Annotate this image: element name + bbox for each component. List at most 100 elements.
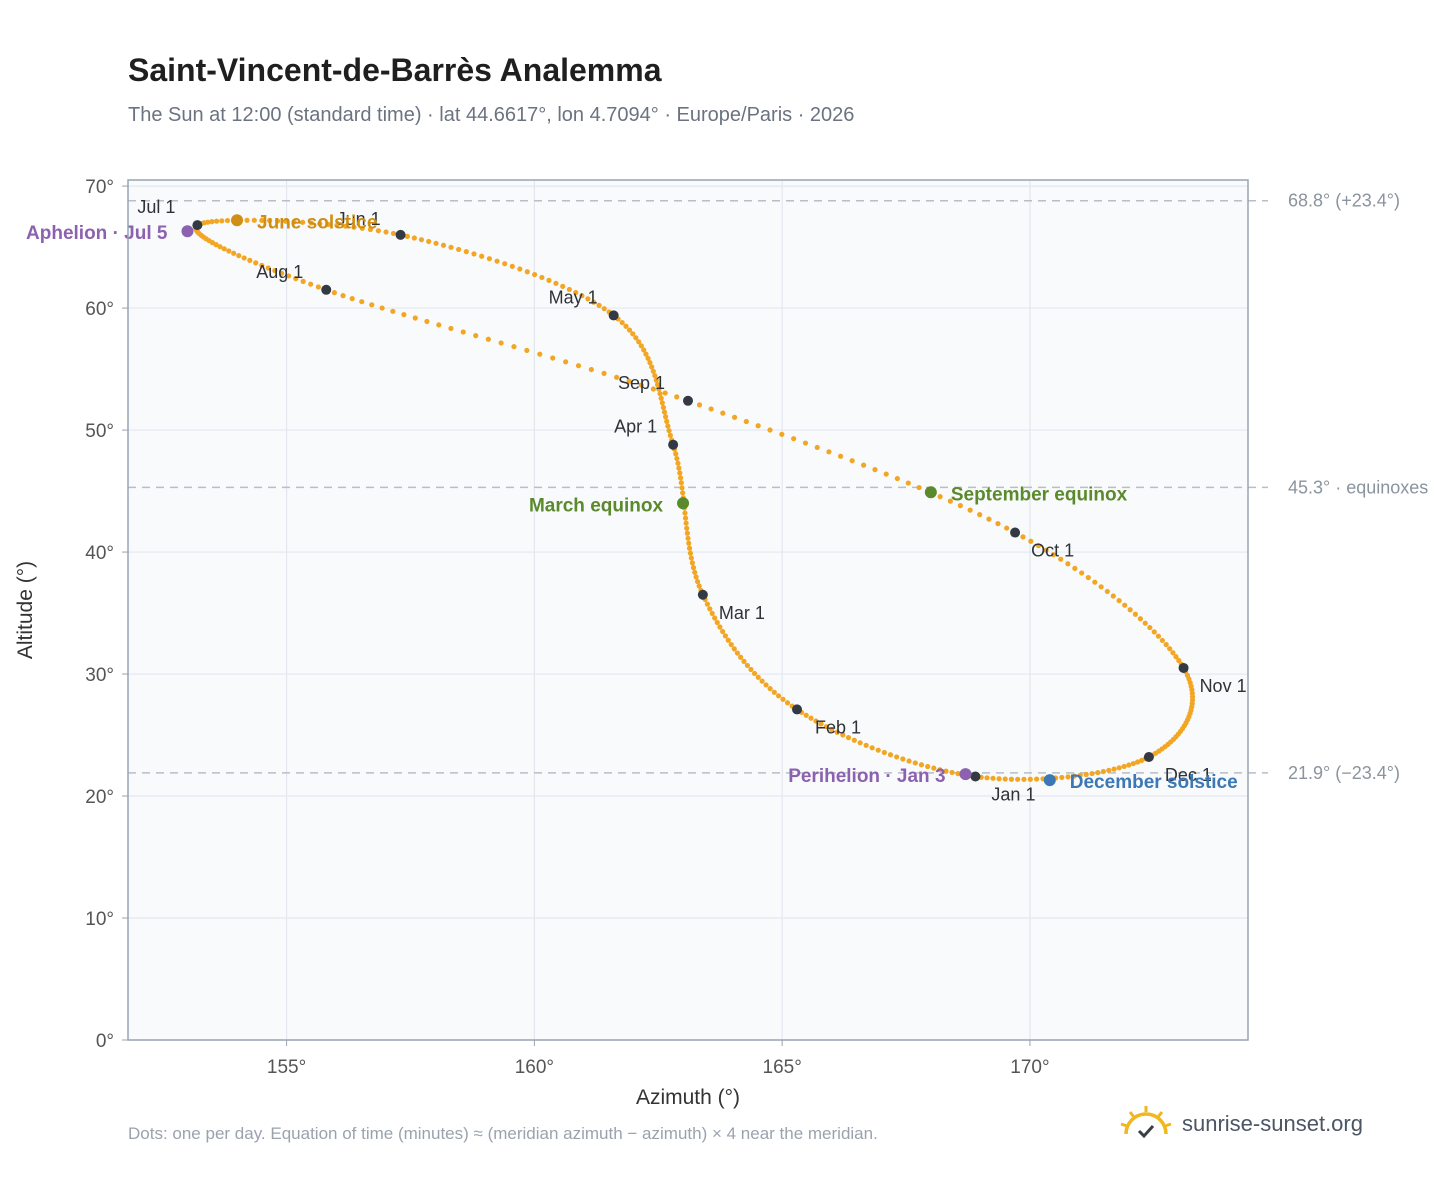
- event-label: June solstice: [257, 212, 377, 233]
- daily-sun-dot: [967, 507, 973, 513]
- daily-sun-dot: [684, 525, 690, 531]
- daily-sun-dot: [342, 223, 349, 229]
- daily-sun-dot: [652, 373, 658, 379]
- daily-sun-dot: [1077, 772, 1083, 778]
- event-markers: March equinox June solstice September equi…: [26, 212, 1238, 793]
- daily-sun-dot: [712, 615, 718, 621]
- daily-sun-dot: [325, 221, 332, 228]
- daily-sun-dot: [224, 217, 231, 224]
- daily-sun-dot: [636, 339, 642, 345]
- daily-sun-dot: [573, 289, 579, 296]
- y-tick-label: 70°: [85, 177, 114, 198]
- daily-sun-dot: [683, 520, 689, 526]
- event-label: Perihelion · Jan 3: [788, 766, 945, 787]
- daily-sun-dot: [214, 218, 220, 224]
- daily-sun-dot: [1122, 602, 1128, 608]
- daily-sun-dot: [918, 762, 925, 768]
- month-markers: Jan 1 Feb 1 Mar 1 Apr 1 May 1 Jun 1 Jul 1 Aug 1…: [137, 197, 1246, 804]
- daily-sun-dot: [236, 252, 242, 259]
- daily-sun-dot: [771, 689, 777, 695]
- daily-sun-dot: [486, 256, 492, 262]
- daily-sun-dot: [881, 749, 887, 756]
- daily-sun-dot: [456, 246, 462, 253]
- daily-sun-dot: [300, 278, 306, 284]
- daily-sun-dot: [957, 503, 963, 509]
- daily-sun-dot: [524, 347, 530, 354]
- daily-sun-dot: [685, 535, 691, 541]
- daily-sun-dot: [241, 255, 247, 261]
- daily-sun-dot: [1116, 598, 1122, 604]
- daily-sun-dot: [1092, 579, 1098, 585]
- month-label: Sep 1: [618, 373, 665, 393]
- daily-sun-dot: [1021, 776, 1027, 782]
- daily-sun-dot: [687, 550, 694, 556]
- daily-sun-dot: [244, 217, 250, 223]
- daily-sun-dot: [916, 484, 922, 491]
- daily-sun-dot: [626, 378, 632, 384]
- daily-sun-dot: [649, 364, 655, 370]
- daily-sun-dot: [1127, 607, 1133, 613]
- daily-sun-dot: [767, 427, 773, 433]
- daily-sun-dot: [645, 355, 651, 361]
- daily-sun-dot: [759, 678, 765, 684]
- daily-sun-dot: [614, 374, 620, 380]
- daily-sun-dot: [601, 370, 607, 377]
- daily-sun-dot: [937, 767, 943, 773]
- daily-sun-dot: [696, 402, 703, 408]
- daily-sun-dot: [1167, 646, 1173, 652]
- daily-sun-dot: [502, 261, 508, 267]
- daily-sun-dot: [367, 226, 374, 233]
- daily-sun-dot: [448, 325, 454, 332]
- daily-sun-dot: [1116, 765, 1122, 771]
- month-marker: [192, 220, 203, 231]
- daily-sun-dot: [585, 296, 591, 302]
- daily-sun-dot: [369, 302, 375, 308]
- event-marker: [924, 486, 937, 499]
- chart-title: Saint-Vincent-de-Barrès Analemma: [128, 52, 662, 88]
- daily-sun-dot: [802, 440, 809, 446]
- daily-sun-dot: [728, 641, 734, 648]
- daily-sun-dot: [1173, 654, 1179, 660]
- daily-sun-dot: [808, 715, 814, 721]
- daily-sun-dot: [247, 257, 253, 264]
- daily-sun-dot: [656, 386, 662, 392]
- y-tick-label: 40°: [85, 543, 114, 564]
- daily-sun-dot: [563, 359, 569, 365]
- daily-sun-dot: [707, 606, 713, 612]
- daily-sun-dot: [660, 404, 667, 411]
- daily-sun-dot: [1035, 543, 1042, 549]
- daily-sun-dot: [1159, 637, 1166, 644]
- daily-sun-dot: [677, 470, 683, 476]
- daily-sun-dot: [872, 467, 878, 473]
- x-tick-label: 160°: [515, 1057, 554, 1078]
- daily-sun-dot: [731, 646, 737, 652]
- daily-sun-dot: [1111, 766, 1117, 772]
- daily-sun-dot: [826, 449, 832, 455]
- brand[interactable]: sunrise-sunset.org: [1120, 1102, 1363, 1146]
- daily-sun-dot: [1170, 650, 1176, 656]
- daily-sun-dot: [1015, 776, 1021, 782]
- daily-sun-dot: [383, 229, 389, 235]
- daily-sun-dot: [931, 765, 937, 771]
- daily-sun-dot: [673, 451, 679, 457]
- daily-sun-dot: [1020, 534, 1026, 540]
- x-tick-label: 170°: [1010, 1057, 1049, 1078]
- daily-sun-dot: [986, 516, 992, 522]
- daily-sun-dot: [440, 242, 447, 248]
- reference-lines: 68.8° (+23.4°) 45.3° · equinoxes 21.9° (−2…: [128, 191, 1428, 783]
- daily-sun-dot: [334, 222, 340, 228]
- daily-sun-dot: [1147, 624, 1153, 631]
- daily-sun-dot: [509, 263, 515, 269]
- footnote: Dots: one per day. Equation of time (min…: [128, 1124, 878, 1143]
- month-marker: [608, 310, 619, 321]
- daily-sun-dot: [412, 315, 418, 321]
- daily-sun-dot: [653, 377, 659, 383]
- daily-sun-dot: [763, 682, 769, 688]
- daily-sun-dot: [566, 286, 572, 293]
- daily-sun-dot: [315, 284, 321, 290]
- daily-sun-dot: [900, 756, 906, 762]
- month-label: Mar 1: [719, 603, 765, 623]
- y-tick-label: 20°: [85, 787, 114, 808]
- daily-sun-dot: [1104, 588, 1110, 595]
